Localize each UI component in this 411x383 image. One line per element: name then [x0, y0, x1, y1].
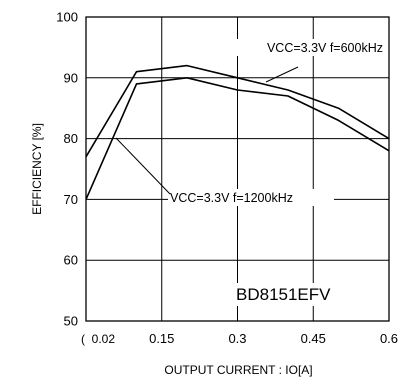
- y-tick-label: 90: [64, 70, 78, 85]
- x-tick-label: 0.15: [149, 331, 174, 346]
- annotation-1200khz-background: [168, 189, 334, 206]
- y-tick-labels: 50 60 70 80 90 100: [56, 10, 78, 329]
- series-layer: [85, 64, 390, 200]
- x-tick-label: 0.3: [228, 331, 246, 346]
- series-line-1200khz: [85, 77, 390, 200]
- annotation-600khz-leader: [265, 66, 299, 83]
- part-label: BD8151EFV: [236, 285, 331, 304]
- part-label-background: [232, 283, 344, 306]
- x-tick-labels: ( 0.02 0.15 0.3 0.45 0.6: [81, 331, 398, 346]
- x-tick-label: 0.45: [301, 331, 326, 346]
- y-tick-label: 50: [64, 314, 78, 329]
- x-tick-label: ( 0.02: [81, 332, 115, 346]
- y-tick-label: 60: [64, 253, 78, 268]
- y-tick-label: 70: [64, 192, 78, 207]
- annotation-600khz: VCC=3.3V f=600kHz: [267, 41, 383, 55]
- plot-frame: [85, 16, 390, 322]
- x-axis-title: OUTPUT CURRENT : IO[A]: [164, 363, 312, 377]
- y-axis-title: EFFICIENCY [%]: [30, 123, 44, 215]
- grid-layer: [86, 17, 389, 321]
- annotation-1200khz-leader: [115, 137, 171, 195]
- y-tick-label: 100: [56, 10, 78, 25]
- x-tick-label: 0.6: [380, 331, 398, 346]
- series-line-600khz: [85, 64, 390, 158]
- annotation-600khz-background: [230, 39, 385, 56]
- y-tick-label: 80: [64, 131, 78, 146]
- annotation-1200khz: VCC=3.3V f=1200kHz: [170, 191, 293, 205]
